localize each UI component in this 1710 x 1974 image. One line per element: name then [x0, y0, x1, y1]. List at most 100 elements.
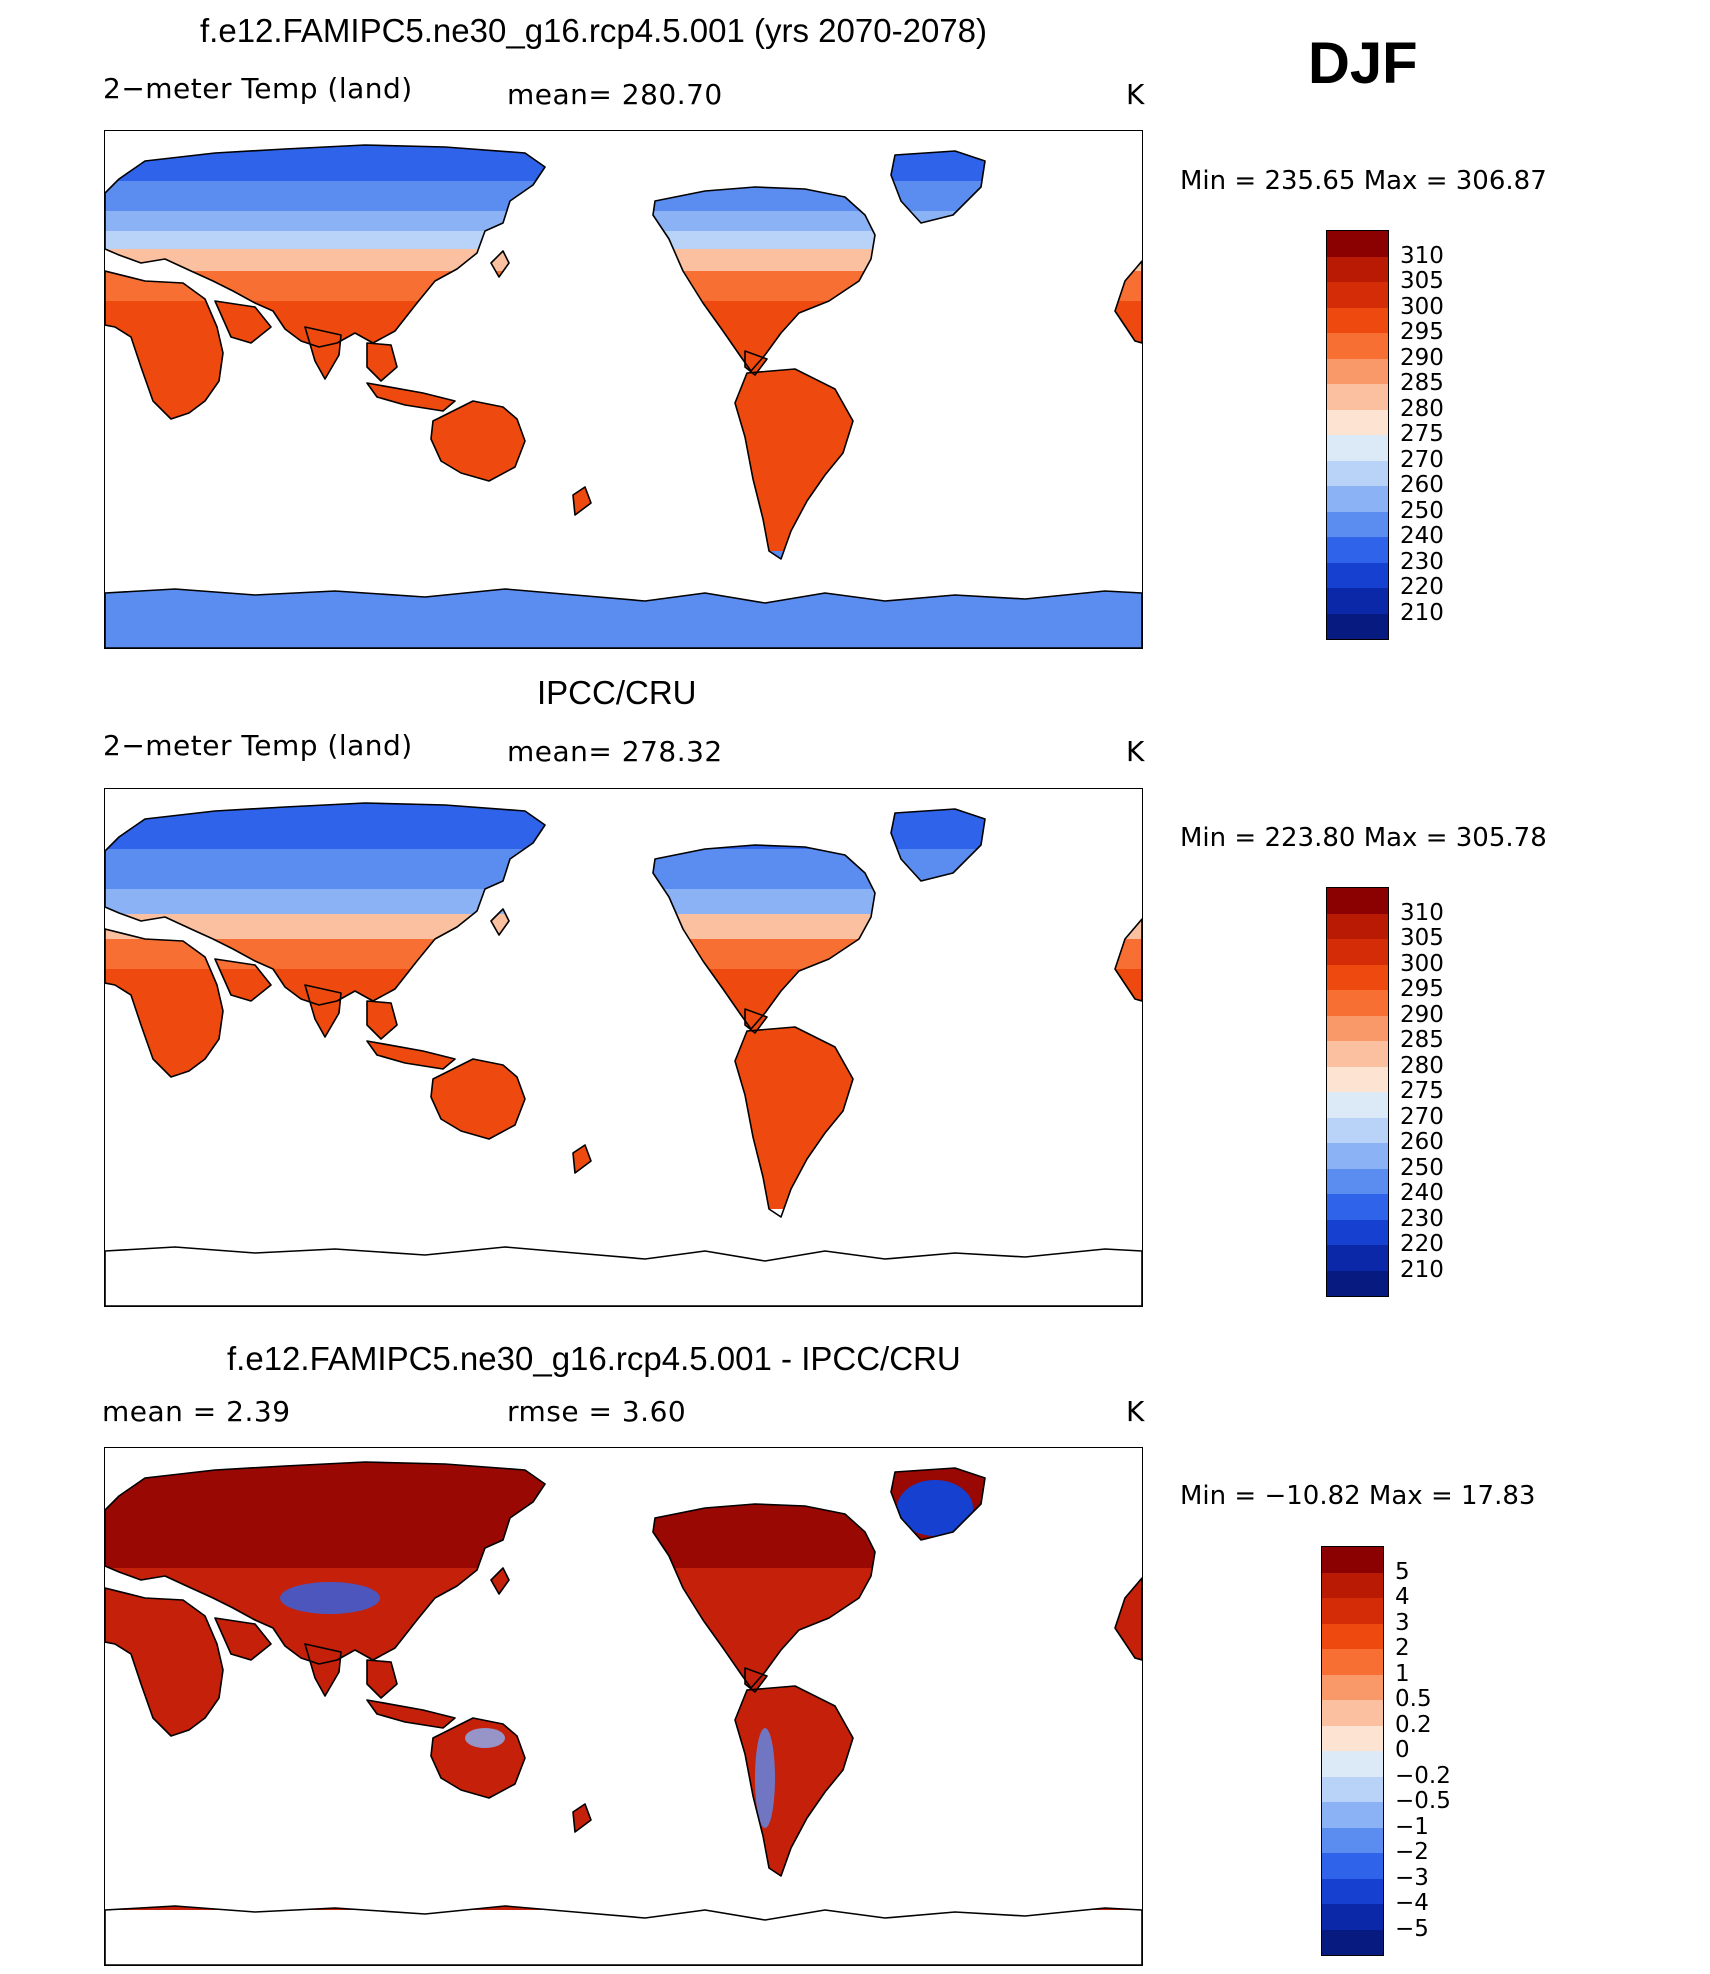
colorbar-tick-label: 280 [1400, 395, 1444, 422]
colorbar-swatch [1322, 1700, 1383, 1727]
colorbar-tick-label: 2 [1395, 1635, 1410, 1661]
colorbar-swatch [1322, 1776, 1383, 1803]
colorbar-swatch [1327, 1194, 1388, 1221]
colorbar-swatch [1327, 588, 1388, 615]
panel-3-mean-label: mean = 2.39 [102, 1395, 291, 1428]
colorbar-swatch [1327, 939, 1388, 966]
colorbar-swatches [1321, 1546, 1384, 1956]
colorbar-tick-label: 250 [1400, 497, 1444, 524]
colorbar-swatch [1322, 1572, 1383, 1599]
colorbar-tick-label: 310 [1400, 899, 1444, 926]
colorbar-tick-label: 230 [1400, 548, 1444, 575]
colorbar-swatch [1322, 1598, 1383, 1625]
colorbar-swatch [1322, 1929, 1383, 1956]
colorbar-swatch [1322, 1904, 1383, 1931]
colorbar-tick-label: 270 [1400, 1103, 1444, 1130]
colorbar-tick-label: 220 [1400, 574, 1444, 600]
colorbar-tick-label: 0.5 [1395, 1686, 1432, 1712]
colorbar-swatch [1327, 1168, 1388, 1195]
colorbar-tick-label: 300 [1400, 293, 1444, 320]
colorbar-swatch [1327, 333, 1388, 360]
colorbar-tick-label: 285 [1400, 370, 1444, 396]
colorbar-swatch [1327, 888, 1388, 915]
colorbar-tick-label: 220 [1400, 1231, 1444, 1257]
colorbar-swatch [1327, 913, 1388, 940]
colorbar-tick-label: 210 [1400, 599, 1444, 626]
colorbar-tick-label: −5 [1395, 1915, 1429, 1942]
colorbar-tick-label: 230 [1400, 1205, 1444, 1232]
panel-3-rmse-label: rmse = 3.60 [507, 1395, 687, 1428]
colorbar-tick-label: 240 [1400, 523, 1444, 549]
panel-1-mean-label: mean= 280.70 [507, 78, 723, 111]
colorbar-tick-label: 275 [1400, 1078, 1444, 1104]
colorbar-tick-label: 295 [1400, 976, 1444, 1002]
colorbar-swatch [1327, 1015, 1388, 1042]
colorbar-swatch [1322, 1751, 1383, 1778]
colorbar-swatch [1327, 1117, 1388, 1144]
colorbar-tick-label: 290 [1400, 344, 1444, 371]
colorbar-swatch [1327, 358, 1388, 385]
colorbar-tick-label: −3 [1395, 1864, 1429, 1891]
colorbar-swatches [1326, 887, 1389, 1297]
colorbar-tick-label: 300 [1400, 950, 1444, 977]
colorbar-swatch [1322, 1802, 1383, 1829]
colorbar-swatch [1327, 231, 1388, 258]
colorbar-swatch [1327, 613, 1388, 640]
colorbar-swatch [1322, 1623, 1383, 1650]
colorbar-swatch [1327, 1270, 1388, 1297]
colorbar-swatch [1327, 511, 1388, 538]
colorbar-tick-label: 305 [1400, 268, 1444, 294]
colorbar-swatch [1322, 1853, 1383, 1880]
colorbar-tick-label: 4 [1395, 1584, 1410, 1610]
panel-1-map [104, 130, 1143, 649]
colorbar-tick-label: 240 [1400, 1180, 1444, 1206]
colorbar-swatch [1327, 537, 1388, 564]
colorbar-tick-label: −1 [1395, 1813, 1429, 1840]
colorbar-tick-label: −0.2 [1395, 1762, 1451, 1789]
colorbar-tick-label: 290 [1400, 1001, 1444, 1028]
panel-3-units-label: K [1126, 1395, 1145, 1428]
colorbar-swatches [1326, 230, 1389, 640]
panel-2-mean-label: mean= 278.32 [507, 735, 723, 768]
panel-1-units-label: K [1126, 78, 1145, 111]
panel-2-variable-label: 2−meter Temp (land) [103, 729, 413, 762]
colorbar-swatch [1327, 990, 1388, 1017]
colorbar-swatch [1327, 384, 1388, 411]
colorbar-swatch [1322, 1547, 1383, 1574]
panel-2-map [104, 788, 1143, 1307]
colorbar-tick-label: 5 [1395, 1558, 1410, 1585]
panel-3-title: f.e12.FAMIPC5.ne30_g16.rcp4.5.001 - IPCC… [227, 1340, 961, 1377]
colorbar-tick-label: 295 [1400, 319, 1444, 345]
colorbar-swatch [1327, 562, 1388, 589]
colorbar-swatch [1327, 1092, 1388, 1119]
colorbar-tick-label: 310 [1400, 242, 1444, 269]
colorbar-swatch [1327, 1219, 1388, 1246]
colorbar-tick-label: 0.2 [1395, 1711, 1432, 1738]
colorbar-swatch [1327, 256, 1388, 283]
colorbar-tick-label: 260 [1400, 472, 1444, 498]
colorbar-tick-label: −4 [1395, 1890, 1429, 1916]
colorbar-tick-label: 3 [1395, 1609, 1410, 1636]
season-label: DJF [1308, 31, 1418, 96]
colorbar-tick-label: 270 [1400, 446, 1444, 473]
colorbar-swatch [1327, 1143, 1388, 1170]
panel-1-title: f.e12.FAMIPC5.ne30_g16.rcp4.5.001 (yrs 2… [200, 12, 987, 49]
colorbar-swatch [1322, 1827, 1383, 1854]
colorbar-tick-label: 305 [1400, 925, 1444, 951]
colorbar-tick-label: 280 [1400, 1052, 1444, 1079]
colorbar-swatch [1322, 1649, 1383, 1676]
colorbar-tick-label: 250 [1400, 1154, 1444, 1181]
colorbar-swatch [1327, 409, 1388, 436]
colorbar-tick-label: 275 [1400, 421, 1444, 447]
colorbar-swatch [1327, 1066, 1388, 1093]
colorbar-tick-label: 1 [1395, 1660, 1410, 1687]
panel-1-variable-label: 2−meter Temp (land) [103, 72, 413, 105]
panel-3-map [104, 1447, 1143, 1966]
panel-3-min-max: Min = −10.82 Max = 17.83 [1180, 1481, 1536, 1511]
colorbar-swatch [1327, 1041, 1388, 1068]
panel-2-min-max: Min = 223.80 Max = 305.78 [1180, 823, 1547, 853]
colorbar-swatch [1327, 307, 1388, 334]
colorbar-swatch [1322, 1674, 1383, 1701]
colorbar-swatch [1327, 964, 1388, 991]
colorbar-tick-label: 285 [1400, 1027, 1444, 1053]
